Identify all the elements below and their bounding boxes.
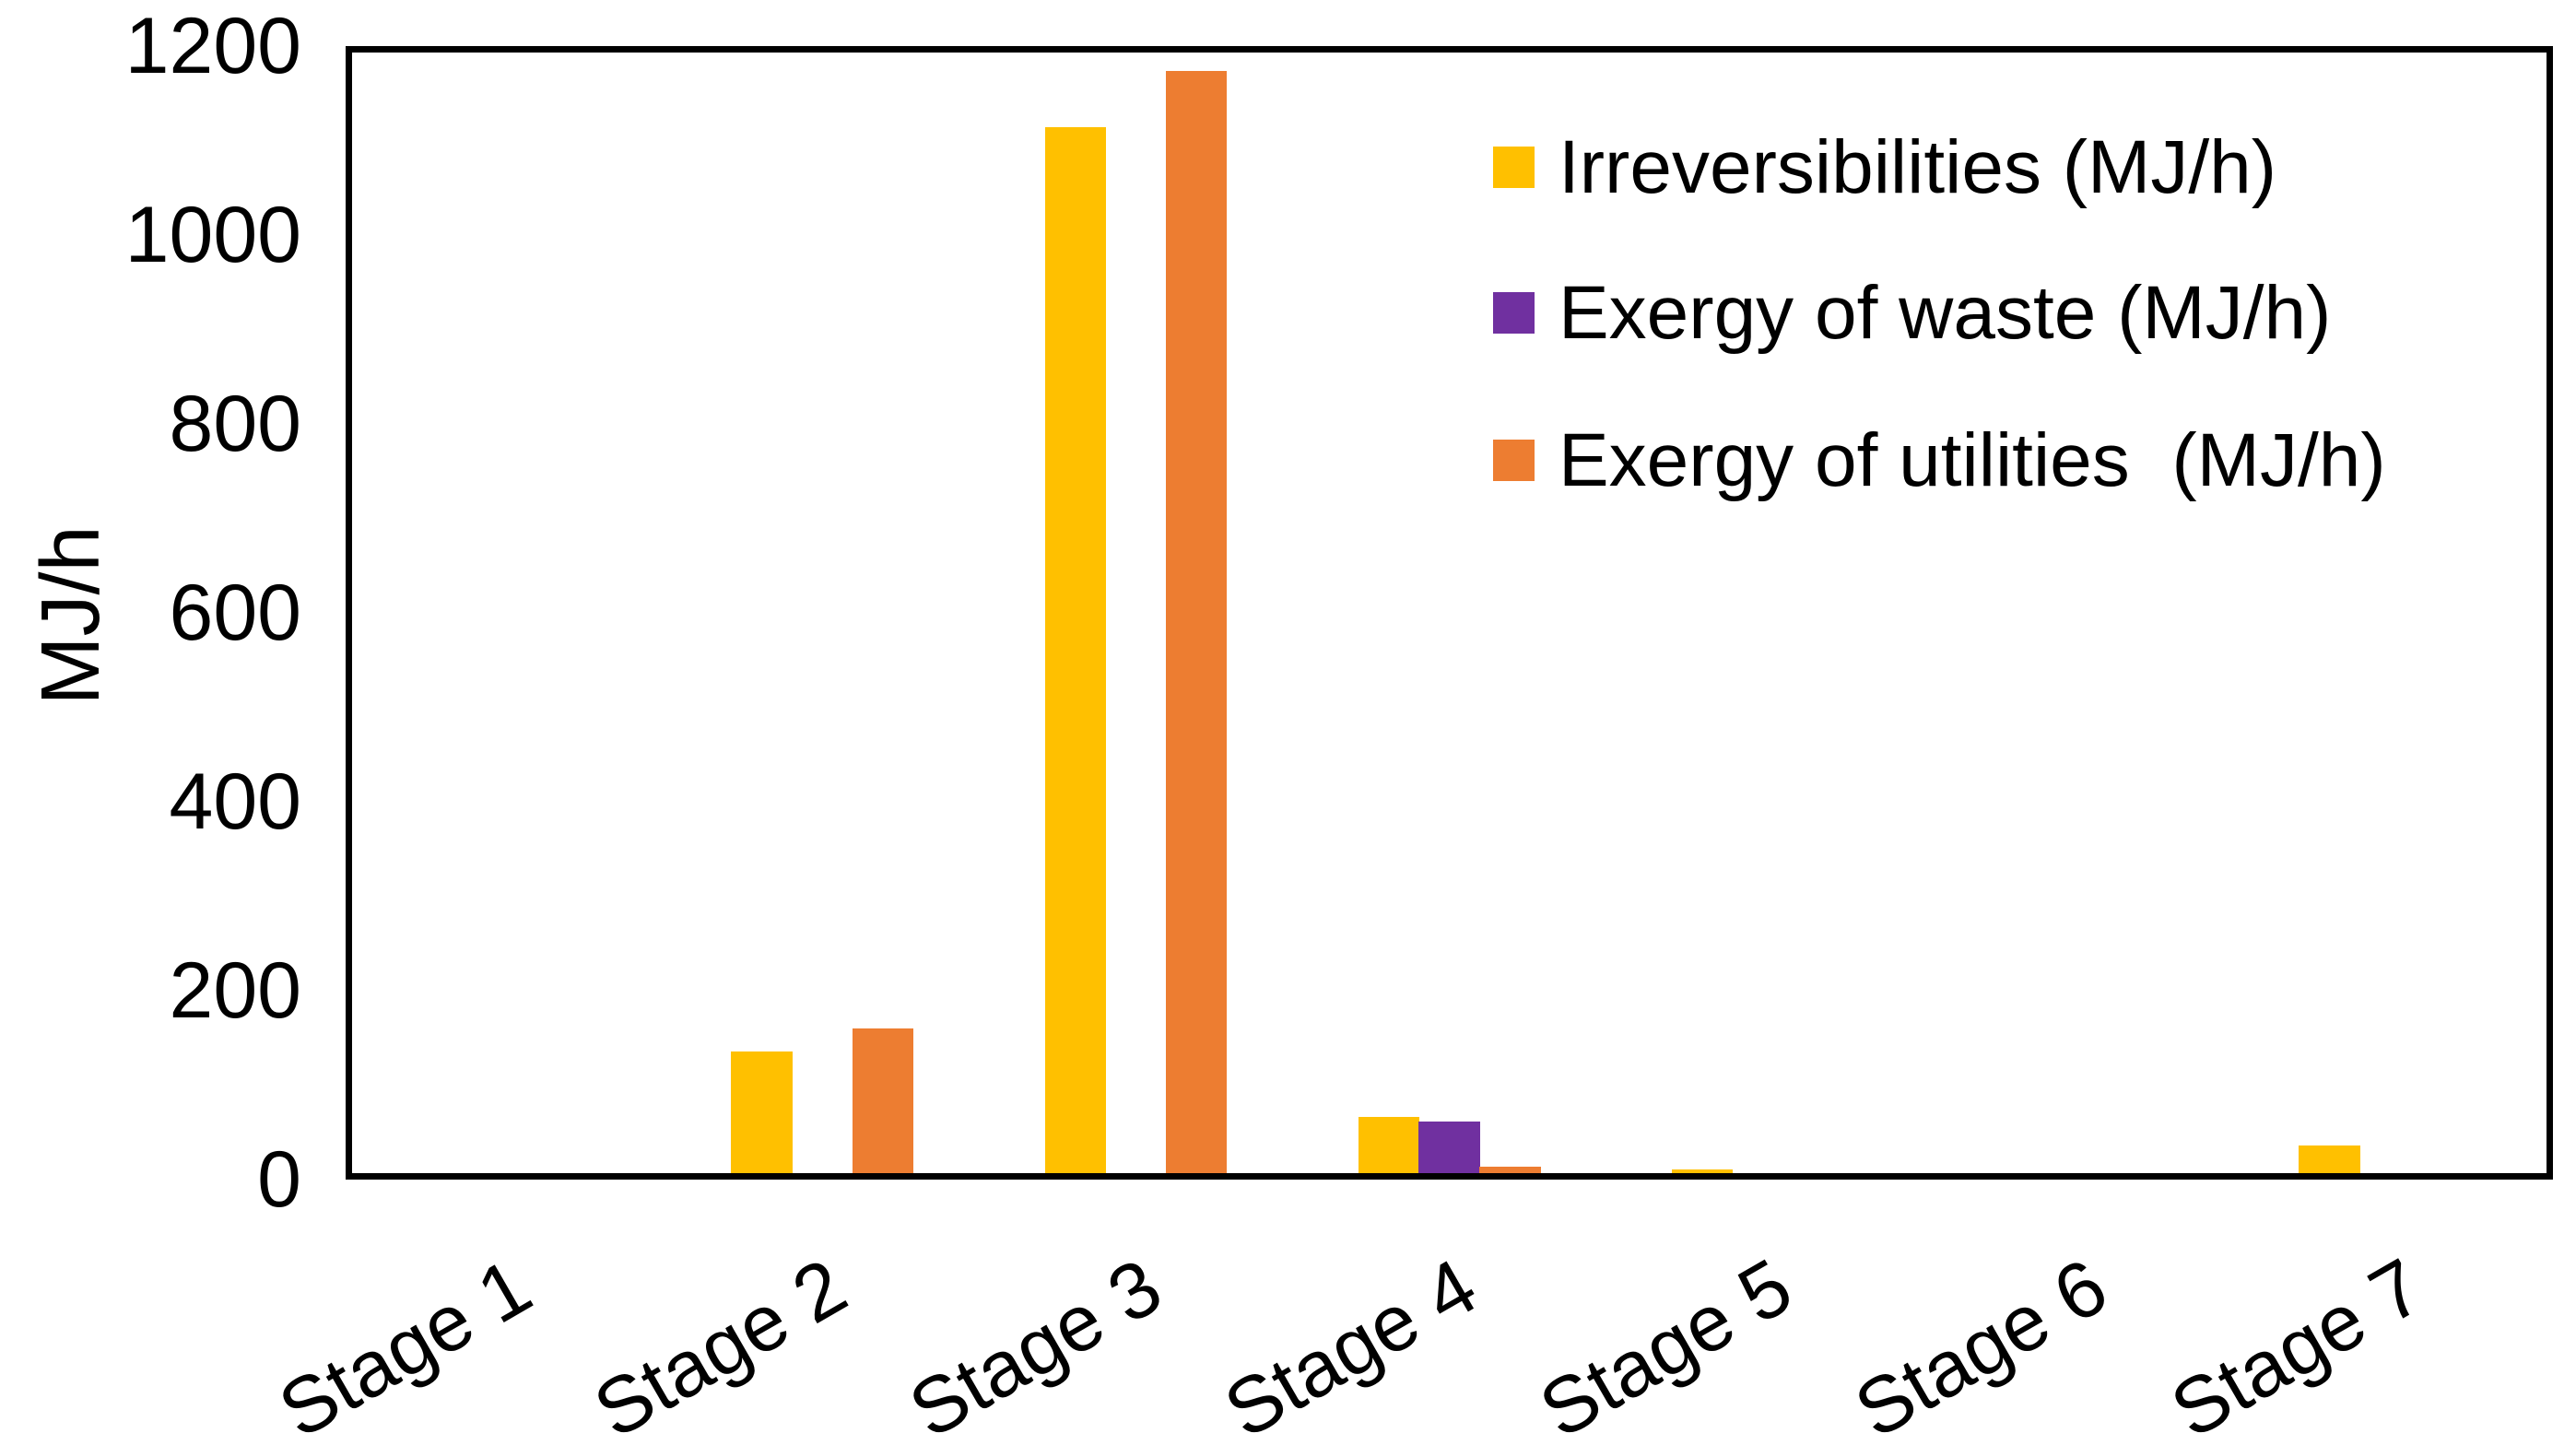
x-axis-label-stage-1: Stage 1 — [264, 1241, 546, 1445]
x-axis-label-stage-7: Stage 7 — [2156, 1241, 2438, 1445]
legend-swatch-exergy-of-utilities — [1492, 440, 1535, 482]
x-axis-label-stage-6: Stage 6 — [1841, 1241, 2123, 1445]
bar-stage-4-series-0 — [1358, 1117, 1420, 1174]
bar-stage-4-series-2 — [1478, 1167, 1541, 1174]
bar-stage-3-series-0 — [1044, 127, 1107, 1174]
y-tick-label-1000: 1000 — [124, 191, 301, 280]
legend-swatch-exergy-of-waste — [1492, 292, 1535, 335]
legend-item-exergy-of-utilities: Exergy of utilities (MJ/h) — [1492, 417, 2386, 504]
legend-item-irreversibilities: Irreversibilities (MJ/h) — [1492, 124, 2277, 211]
y-tick-label-200: 200 — [169, 946, 302, 1036]
bar-stage-5-series-0 — [1671, 1169, 1734, 1174]
x-axis-label-stage-3: Stage 3 — [895, 1241, 1176, 1445]
plot-area — [346, 46, 2554, 1181]
legend-label-exergy-of-utilities: Exergy of utilities (MJ/h) — [1558, 417, 2386, 502]
y-tick-label-0: 0 — [257, 1135, 301, 1225]
bar-stage-2-series-2 — [852, 1028, 914, 1174]
x-axis-label-stage-2: Stage 2 — [580, 1241, 861, 1445]
legend-item-exergy-of-waste: Exergy of waste (MJ/h) — [1492, 270, 2332, 357]
legend-label-exergy-of-waste: Exergy of waste (MJ/h) — [1558, 270, 2332, 355]
legend-swatch-irreversibilities — [1492, 147, 1535, 189]
legend-label-irreversibilities: Irreversibilities (MJ/h) — [1558, 124, 2277, 209]
y-tick-label-1200: 1200 — [124, 2, 301, 91]
y-tick-label-600: 600 — [169, 569, 302, 658]
y-tick-label-800: 800 — [169, 380, 302, 469]
bar-stage-4-series-1 — [1418, 1122, 1480, 1174]
x-axis-label-stage-4: Stage 4 — [1210, 1241, 1492, 1445]
y-tick-label-400: 400 — [169, 758, 302, 847]
bar-stage-7-series-0 — [2299, 1145, 2360, 1174]
x-axis-label-stage-5: Stage 5 — [1525, 1241, 1807, 1445]
bar-stage-2-series-0 — [731, 1051, 793, 1174]
bar-stage-3-series-2 — [1165, 71, 1228, 1174]
